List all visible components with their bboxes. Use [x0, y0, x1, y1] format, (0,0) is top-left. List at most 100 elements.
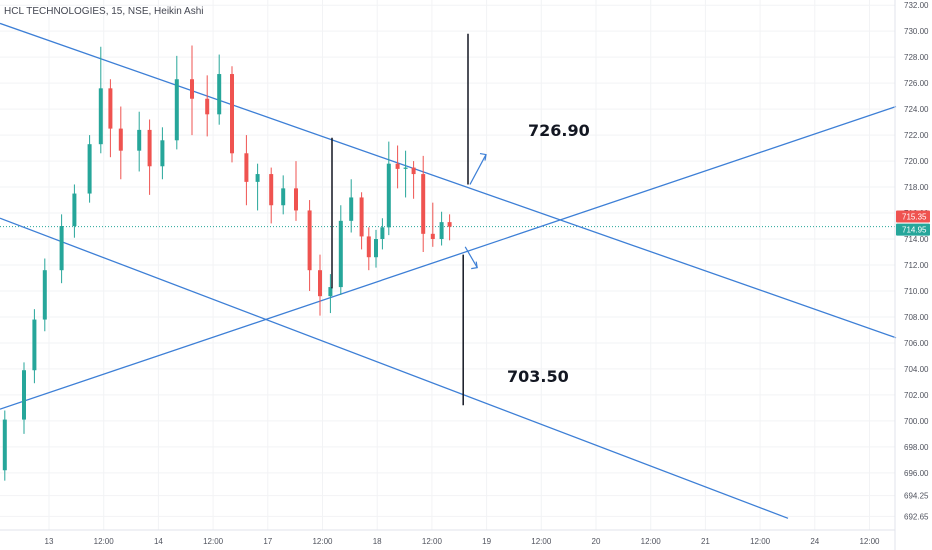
trendline-ascending-support[interactable]: [0, 105, 897, 410]
candle-body: [87, 144, 92, 194]
candle-body: [160, 140, 165, 167]
trendline-upper-descending[interactable]: [0, 22, 897, 339]
time-tick-label: 12:00: [312, 537, 333, 546]
direction-arrows: [464, 152, 487, 270]
time-tick-label: 24: [810, 537, 819, 546]
candle-body: [294, 188, 298, 211]
candle-body: [395, 163, 400, 169]
price-tick-label: 698.00: [904, 443, 929, 452]
target-label-down: 703.50: [507, 367, 569, 386]
candle-body: [359, 197, 364, 237]
time-tick-label: 12:00: [422, 537, 443, 546]
candle-body: [447, 222, 452, 227]
arrow-down-head: [471, 261, 478, 270]
time-axis[interactable]: 13 12:00 14 12:00 17 12:00 18 12:00 19 12:00 20 12:…: [45, 537, 881, 546]
candle-body: [307, 210, 312, 271]
price-tick-label: 704.00: [904, 365, 929, 374]
price-tick-label: 708.00: [904, 313, 929, 322]
candle-body: [430, 233, 435, 240]
time-tick-label: 12:00: [531, 537, 552, 546]
time-tick-label: 14: [154, 537, 163, 546]
candle-body: [338, 220, 343, 288]
last-price-tag: [896, 223, 930, 236]
candle-body: [380, 227, 385, 240]
candle-body: [328, 287, 333, 297]
price-tick-label: 726.00: [904, 79, 929, 88]
candle-body: [147, 129, 152, 167]
price-tick-label: 712.00: [904, 261, 929, 270]
time-tick-label: 12:00: [859, 537, 880, 546]
price-tick-label: 732.00: [904, 1, 929, 10]
last-price-tag-label: 714.95: [902, 226, 927, 235]
price-tick-label: 694.25: [904, 492, 929, 501]
candle-body: [118, 128, 123, 151]
price-tick-label: 710.00: [904, 287, 929, 296]
price-tick-label: 692.65: [904, 512, 929, 521]
candle-body: [269, 174, 274, 206]
candle-body: [42, 270, 47, 320]
candle-body: [244, 153, 249, 182]
price-tick-label: 706.00: [904, 339, 929, 348]
last-price-tag-label: 715.35: [902, 212, 927, 221]
price-tick-label: 702.00: [904, 391, 929, 400]
time-tick-label: 12:00: [750, 537, 771, 546]
candle-body: [205, 98, 210, 115]
candle-body: [281, 188, 286, 206]
time-tick-label: 12:00: [641, 537, 662, 546]
price-tick-label: 718.00: [904, 183, 929, 192]
chart-title: HCL TECHNOLOGIES, 15, NSE, Heikin Ashi: [4, 6, 204, 17]
candle-body: [230, 74, 234, 154]
candle-body: [255, 174, 260, 182]
last-price-tags: 715.35 714.95: [896, 210, 930, 236]
candle-body: [374, 239, 378, 258]
candle-body: [439, 222, 444, 240]
trendline-lower-descending[interactable]: [0, 217, 789, 519]
candle-body: [386, 163, 391, 228]
time-tick-label: 17: [263, 537, 272, 546]
last-price-tag: [896, 210, 930, 223]
arrow-down-line: [464, 246, 478, 268]
time-tick-label: 19: [482, 537, 491, 546]
candle-body: [59, 226, 64, 271]
candle-body: [174, 79, 179, 141]
candle-body: [98, 88, 103, 145]
candle-body: [72, 193, 77, 227]
price-tick-label: 720.00: [904, 157, 929, 166]
candle-body: [217, 74, 222, 115]
price-tick-label: 714.00: [904, 235, 929, 244]
candle-body: [421, 174, 426, 234]
target-label-up: 726.90: [528, 121, 590, 140]
arrow-up-line: [469, 154, 487, 185]
price-tick-label: 730.00: [904, 27, 929, 36]
grid: [0, 0, 895, 530]
time-tick-label: 21: [701, 537, 710, 546]
time-tick-label: 20: [592, 537, 601, 546]
price-tick-label: 700.00: [904, 417, 929, 426]
time-tick-label: 18: [373, 537, 382, 546]
price-tick-label: 728.00: [904, 53, 929, 62]
arrow-up-head: [479, 152, 487, 161]
candles: [2, 45, 452, 481]
candle-body: [349, 197, 354, 221]
candle-body: [108, 88, 113, 129]
price-tick-label: 696.00: [904, 469, 929, 478]
candle-body: [32, 319, 37, 371]
candle-body: [2, 419, 7, 471]
candle-body: [22, 370, 26, 420]
candle-body: [403, 167, 408, 169]
price-tick-label: 724.00: [904, 105, 929, 114]
price-axis[interactable]: 732.00 730.00 728.00 726.00 724.00 722.00 720.…: [904, 1, 929, 521]
time-tick-label: 12:00: [203, 537, 224, 546]
vertical-markers: [331, 33, 469, 406]
candle-body: [318, 270, 322, 297]
time-tick-label: 13: [45, 537, 54, 546]
time-tick-label: 12:00: [94, 537, 115, 546]
candle-body: [411, 167, 416, 175]
candle-body: [366, 236, 371, 258]
trendlines: [0, 22, 897, 519]
candle-body: [137, 129, 142, 151]
candle-body: [190, 79, 194, 99]
target-labels: 726.90 703.50: [507, 121, 590, 386]
price-tick-label: 722.00: [904, 131, 929, 140]
